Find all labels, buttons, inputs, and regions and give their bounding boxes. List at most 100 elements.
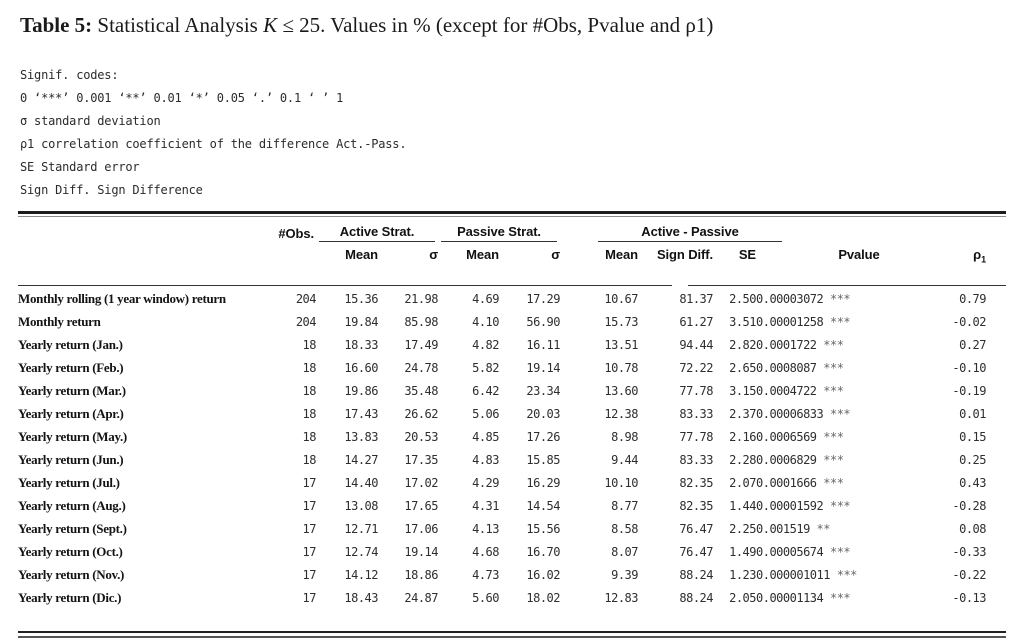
cell-active-mean: 14.27: [344, 452, 378, 467]
cell-active-sigma: 17.49: [404, 337, 438, 352]
table-row: Yearly return (Feb.) 18 16.60 24.78 5.82 19.1…: [18, 356, 1006, 379]
cell-passive-sigma: 20.03: [526, 406, 560, 421]
title-variable-k: K: [263, 13, 278, 37]
cell-active-sigma: 18.86: [404, 567, 438, 582]
title-text-2: ≤ 25. Values in % (except for #Obs, Pval…: [277, 13, 714, 37]
cell-active-sigma: 17.02: [404, 475, 438, 490]
spacer-cell: [18, 217, 240, 242]
cell-passive-sigma: 17.29: [526, 291, 560, 306]
cell-rho1: 0.43: [959, 475, 986, 490]
note-signif-codes: Signif. codes:: [20, 68, 119, 82]
header-group-passive-label: Passive Strat.: [441, 224, 557, 242]
cell-pvalue: 0.0001722 ***: [756, 333, 926, 356]
pvalue-value: 0.0006569: [756, 429, 817, 444]
cell-passive-sigma: 15.56: [526, 521, 560, 536]
cell-se: 3.15: [729, 383, 756, 398]
pvalue-value: 0.0008087: [756, 360, 817, 375]
rho-symbol: ρ: [973, 247, 982, 262]
cell-se: 2.25: [729, 521, 756, 536]
cell-rho1: -0.28: [952, 498, 986, 513]
cell-obs: 18: [302, 337, 317, 352]
pvalue-value: 0.00001592: [756, 498, 824, 513]
table-row: Yearly return (Jun.) 18 14.27 17.35 4.83 15.8…: [18, 448, 1006, 471]
cell-obs: 18: [302, 383, 317, 398]
pvalue-value: 0.0006829: [756, 452, 817, 467]
cell-obs: 17: [302, 567, 317, 582]
signif-stars: **: [816, 521, 831, 536]
cell-sign-diff: 81.37: [679, 291, 713, 306]
cell-pvalue: 0.00001592 ***: [756, 494, 926, 517]
signif-stars: ***: [823, 337, 844, 352]
cell-obs: 17: [302, 521, 317, 536]
pvalue-value: 0.000001011: [756, 567, 830, 582]
cell-passive-mean: 4.29: [472, 475, 499, 490]
cell-passive-mean: 6.42: [472, 383, 499, 398]
cell-pvalue: 0.0001666 ***: [756, 471, 926, 494]
row-label: Yearly return (Feb.): [18, 359, 124, 375]
cell-active-sigma: 26.62: [404, 406, 438, 421]
cell-passive-mean: 4.85: [472, 429, 499, 444]
cell-active-mean: 19.84: [344, 314, 378, 329]
header-group-passive: Passive Strat.: [438, 217, 560, 242]
cell-sign-diff: 77.78: [679, 429, 713, 444]
cell-rho1: 0.27: [959, 337, 986, 352]
cell-diff-mean: 15.73: [604, 314, 638, 329]
note-signif-levels: 0 ‘***’ 0.001 ‘**’ 0.01 ‘*’ 0.05 ‘.’ 0.1…: [20, 91, 344, 105]
pvalue-value: 0.00001134: [756, 590, 824, 605]
cell-passive-mean: 4.13: [472, 521, 499, 536]
cell-se: 2.82: [729, 337, 756, 352]
midrule-left-cell: [18, 284, 672, 287]
cell-passive-mean: 4.69: [472, 291, 499, 306]
cell-rho1: 0.01: [959, 406, 986, 421]
table-header: #Obs. Active Strat. Passive Strat. Activ…: [18, 217, 1006, 287]
header-group-row: #Obs. Active Strat. Passive Strat. Activ…: [18, 217, 1006, 242]
header-active-sigma: σ: [429, 247, 438, 262]
cell-sign-diff: 82.35: [679, 475, 713, 490]
cell-active-mean: 17.43: [344, 406, 378, 421]
signif-stars: ***: [823, 475, 844, 490]
cell-obs: 204: [295, 291, 317, 306]
cell-diff-mean: 10.10: [604, 475, 638, 490]
table-row: Monthly rolling (1 year window) return 20…: [18, 287, 1006, 310]
cell-obs: 18: [302, 429, 317, 444]
spacer-cell: [18, 242, 240, 285]
cell-se: 1.44: [729, 498, 756, 513]
note-sigma: σ standard deviation: [20, 114, 161, 128]
note-se: SE Standard error: [20, 160, 140, 174]
row-label: Yearly return (Aug.): [18, 497, 126, 513]
header-sign-diff: Sign Diff.: [656, 247, 713, 262]
cell-se: 1.49: [729, 544, 756, 559]
cell-passive-mean: 4.73: [472, 567, 499, 582]
cell-sign-diff: 61.27: [679, 314, 713, 329]
table-row: Yearly return (Sept.) 17 12.71 17.06 4.13 15.…: [18, 517, 1006, 540]
cell-diff-mean: 8.98: [611, 429, 638, 444]
cell-active-sigma: 19.14: [404, 544, 438, 559]
cell-obs: 18: [302, 452, 317, 467]
cell-rho1: 0.08: [959, 521, 986, 536]
cell-se: 2.37: [729, 406, 756, 421]
pvalue-value: 0.0001722: [756, 337, 817, 352]
row-label: Monthly rolling (1 year window) return: [18, 290, 226, 306]
signif-stars: ***: [823, 452, 844, 467]
cell-diff-mean: 8.58: [611, 521, 638, 536]
spacer-cell: [240, 242, 316, 285]
table-row: Yearly return (Jan.) 18 18.33 17.49 4.82 16.1…: [18, 333, 1006, 356]
cell-se: 2.65: [729, 360, 756, 375]
cell-pvalue: 0.0008087 ***: [756, 356, 926, 379]
row-label: Yearly return (May.): [18, 428, 127, 444]
cell-pvalue: 0.00003072 ***: [756, 287, 926, 310]
cell-rho1: -0.22: [952, 567, 986, 582]
statistics-table: #Obs. Active Strat. Passive Strat. Activ…: [18, 217, 1006, 609]
pvalue-value: 0.00005674: [756, 544, 824, 559]
row-label: Yearly return (Nov.): [18, 566, 125, 582]
cell-se: 2.16: [729, 429, 756, 444]
cell-sign-diff: 76.47: [679, 521, 713, 536]
cell-passive-sigma: 16.29: [526, 475, 560, 490]
cell-diff-mean: 12.83: [604, 590, 638, 605]
table-row: Yearly return (Dic.) 17 18.43 24.87 5.60 18.0…: [18, 586, 1006, 609]
cell-diff-mean: 13.60: [604, 383, 638, 398]
table-notes: Signif. codes: 0 ‘***’ 0.001 ‘**’ 0.01 ‘…: [20, 64, 1006, 202]
row-label: Yearly return (Oct.): [18, 543, 123, 559]
cell-rho1: -0.02: [952, 314, 986, 329]
cell-pvalue: 0.00006833 ***: [756, 402, 926, 425]
